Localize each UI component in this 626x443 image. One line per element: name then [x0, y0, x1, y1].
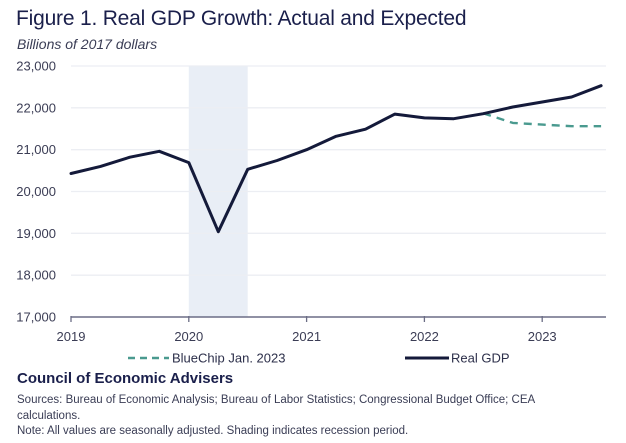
y-tick-label: 20,000	[16, 184, 56, 199]
y-tick-label: 23,000	[16, 59, 56, 74]
legend-label-real-gdp: Real GDP	[451, 351, 510, 366]
y-tick-label: 19,000	[16, 226, 56, 241]
x-axis: 2019 2020 2021 2022 2023	[57, 316, 606, 344]
chart-subtitle: Billions of 2017 dollars	[17, 36, 158, 52]
y-tick-label: 18,000	[16, 268, 56, 283]
x-tick-label: 2021	[292, 329, 321, 344]
y-tick-label: 17,000	[16, 310, 56, 325]
legend-label-bluechip: BlueChip Jan. 2023	[172, 351, 285, 366]
legend-item-real-gdp: Real GDP	[405, 351, 510, 366]
x-tick-label: 2019	[57, 329, 86, 344]
series-line-bluechip-jan-2023	[482, 112, 602, 128]
chart-title: Figure 1. Real GDP Growth: Actual and Ex…	[16, 7, 467, 30]
legend: BlueChip Jan. 2023 Real GDP	[128, 351, 510, 366]
gdp-line-chart: 17,000 18,000 19,000 20,000 21,000 22,000 23,0…	[16, 59, 606, 366]
y-tick-label: 21,000	[16, 142, 56, 157]
x-tick-label: 2022	[410, 329, 439, 344]
organization-name: Council of Economic Advisers	[17, 370, 234, 387]
y-tick-label: 22,000	[16, 100, 56, 115]
note-text: Note: All values are seasonally adjusted…	[17, 425, 409, 437]
series-line-real-gdp	[69, 84, 603, 234]
sources-text: Sources: Bureau of Economic Analysis; Bu…	[17, 394, 535, 422]
series-layer	[69, 84, 603, 234]
y-axis: 17,000 18,000 19,000 20,000 21,000 22,000 23,0…	[16, 59, 56, 325]
legend-item-bluechip: BlueChip Jan. 2023	[128, 351, 285, 366]
gridlines	[71, 65, 606, 276]
x-tick-label: 2020	[174, 329, 203, 344]
x-tick-label: 2023	[528, 329, 557, 344]
